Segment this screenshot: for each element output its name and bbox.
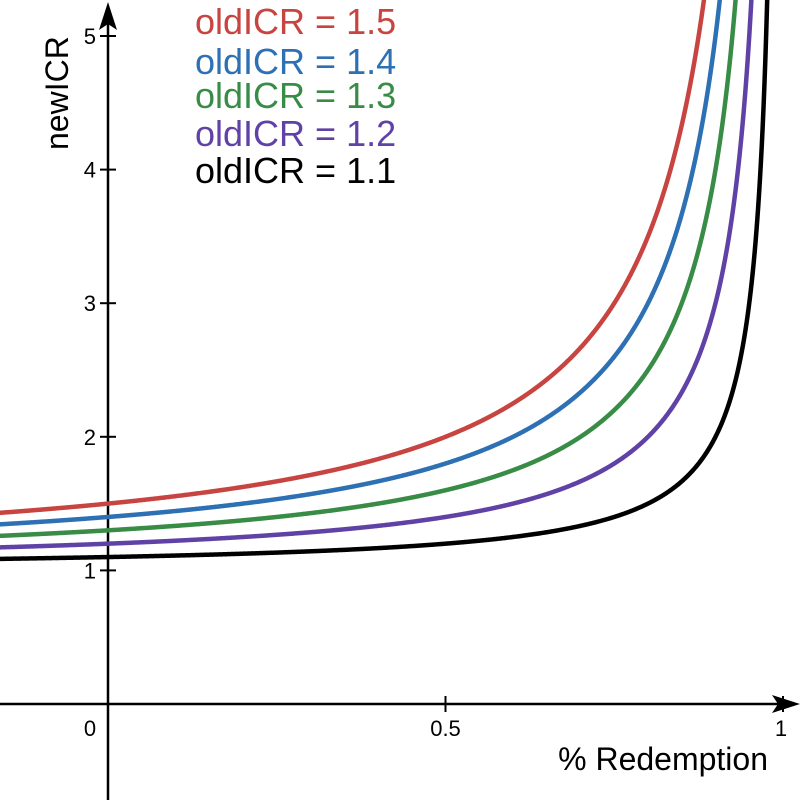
y-tick-label: 5 <box>84 24 96 49</box>
legend-entry-1-3: oldICR = 1.3 <box>195 75 396 116</box>
series-line-1-4 <box>0 0 723 527</box>
x-axis-label: % Redemption <box>558 741 768 777</box>
x-tick-label: 1 <box>775 716 787 741</box>
series-line-1-5 <box>0 0 707 516</box>
y-tick-label: 3 <box>84 291 96 316</box>
legend-entry-1-1: oldICR = 1.1 <box>195 150 396 191</box>
ticks: 0 0.5 1 1 2 3 4 5 <box>84 24 787 741</box>
legend-entry-1-2: oldICR = 1.2 <box>195 113 396 154</box>
series-line-1-2 <box>0 0 754 550</box>
series-line-1-1 <box>0 0 770 562</box>
y-axis-arrow <box>99 2 117 30</box>
y-tick-label: 1 <box>84 558 96 583</box>
curves <box>0 0 770 562</box>
x-tick-label: 0.5 <box>430 716 461 741</box>
x-axis-arrow <box>772 695 800 713</box>
legend-entry-1-4: oldICR = 1.4 <box>195 41 396 82</box>
y-tick-label: 2 <box>84 425 96 450</box>
series-line-1-3 <box>0 0 738 539</box>
y-axis-label: newICR <box>39 36 75 150</box>
legend-entry-1-5: oldICR = 1.5 <box>195 1 396 42</box>
x-tick-label: 0 <box>84 716 96 741</box>
y-tick-label: 4 <box>84 158 96 183</box>
